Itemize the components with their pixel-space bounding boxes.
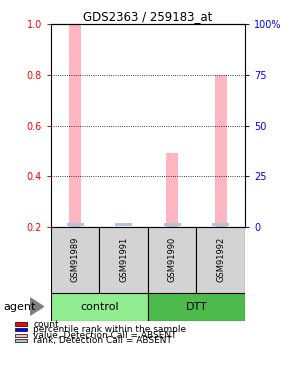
- Text: percentile rank within the sample: percentile rank within the sample: [33, 325, 186, 334]
- Text: value, Detection Call = ABSENT: value, Detection Call = ABSENT: [33, 331, 177, 340]
- Text: rank, Detection Call = ABSENT: rank, Detection Call = ABSENT: [33, 336, 172, 345]
- Bar: [164, 223, 181, 226]
- Text: DTT: DTT: [186, 302, 207, 312]
- Text: GSM91991: GSM91991: [119, 237, 128, 282]
- Text: GSM91990: GSM91990: [168, 237, 177, 282]
- Bar: [212, 223, 229, 226]
- Polygon shape: [30, 298, 44, 315]
- Bar: [66, 223, 84, 226]
- Bar: [14, 333, 26, 337]
- Bar: [69, 24, 81, 227]
- Bar: [148, 292, 245, 321]
- Bar: [166, 153, 178, 227]
- Bar: [215, 75, 227, 227]
- Bar: [115, 223, 132, 226]
- Bar: [196, 227, 245, 292]
- Text: count: count: [33, 320, 59, 329]
- Bar: [99, 227, 148, 292]
- Text: GSM91989: GSM91989: [70, 237, 79, 282]
- Text: control: control: [80, 302, 119, 312]
- Text: agent: agent: [3, 302, 35, 312]
- Bar: [14, 322, 26, 326]
- Bar: [51, 227, 99, 292]
- Title: GDS2363 / 259183_at: GDS2363 / 259183_at: [83, 10, 213, 23]
- Text: GSM91992: GSM91992: [216, 237, 225, 282]
- Bar: [51, 292, 148, 321]
- Bar: [14, 328, 26, 332]
- Bar: [14, 339, 26, 342]
- Bar: [148, 227, 196, 292]
